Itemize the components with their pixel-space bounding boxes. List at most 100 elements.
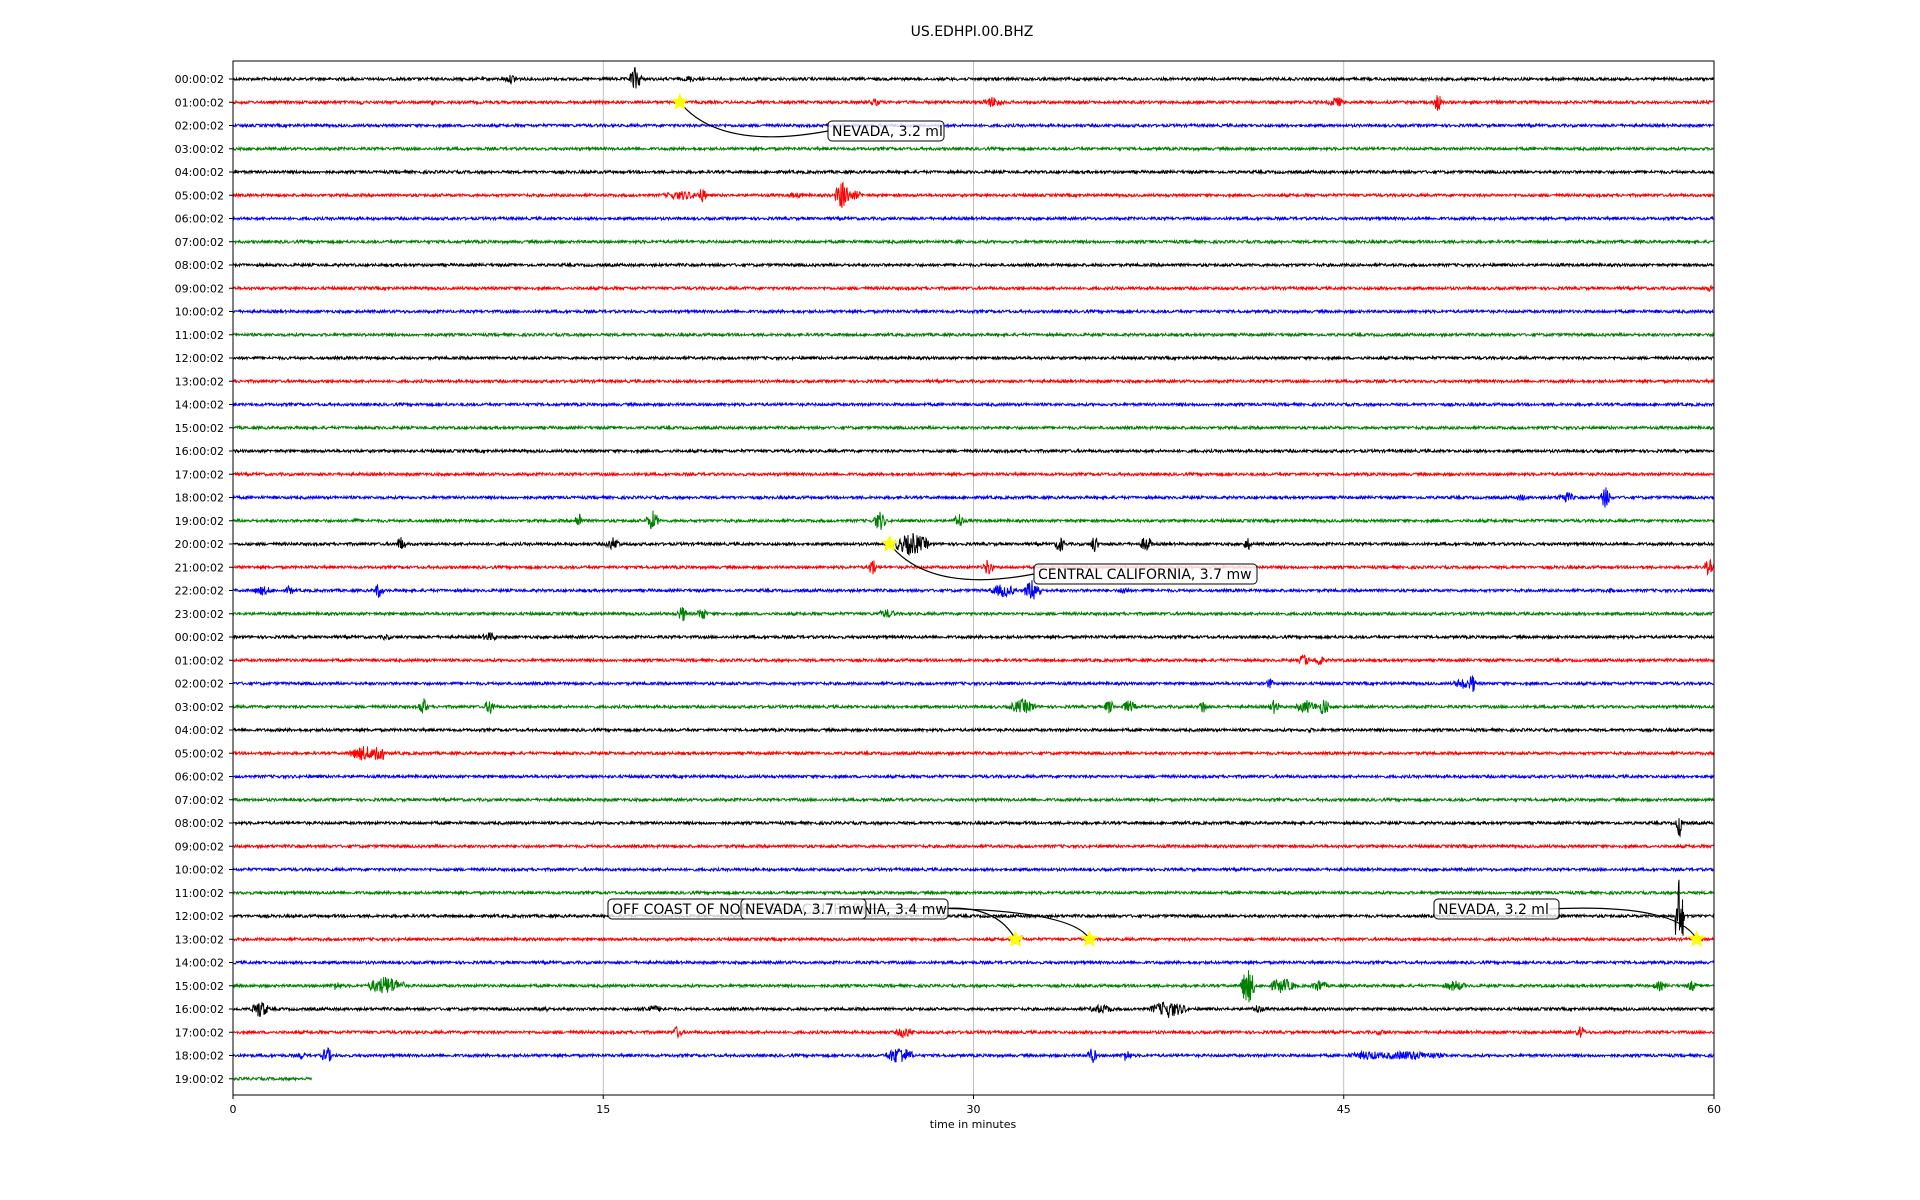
trace-row-28 bbox=[232, 726, 1715, 734]
trace-row-8 bbox=[232, 261, 1715, 269]
trace-row-35 bbox=[232, 889, 1715, 897]
trace-row-30 bbox=[232, 773, 1715, 780]
trace-row-42 bbox=[232, 1047, 1715, 1064]
row-label-37: 13:00:02 bbox=[175, 933, 224, 946]
trace-row-31 bbox=[232, 796, 1715, 804]
event-label-4: NEVADA, 3.2 ml bbox=[1438, 902, 1549, 918]
row-label-12: 12:00:02 bbox=[175, 352, 224, 365]
row-label-28: 04:00:02 bbox=[175, 724, 224, 737]
x-tick-label-1: 15 bbox=[596, 1103, 610, 1116]
row-time-labels: 00:00:02 01:00:02 02:00:02 03:00:02 04:00:02… bbox=[175, 73, 233, 1086]
event-connector-1 bbox=[889, 543, 1035, 581]
trace-row-43 bbox=[232, 1075, 312, 1083]
trace-row-27 bbox=[232, 698, 1715, 715]
event-star-2 bbox=[1006, 929, 1025, 947]
event-label-0: NEVADA, 3.2 ml bbox=[832, 124, 943, 140]
row-label-10: 10:00:02 bbox=[175, 306, 224, 319]
row-label-7: 07:00:02 bbox=[175, 236, 224, 249]
row-label-23: 23:00:02 bbox=[175, 608, 224, 621]
trace-row-25 bbox=[232, 654, 1714, 666]
row-label-14: 14:00:02 bbox=[175, 399, 224, 412]
event-label-3: NEVADA, 3.7 mw bbox=[745, 902, 863, 918]
event-star-4 bbox=[1687, 929, 1706, 947]
x-tick-label-4: 60 bbox=[1707, 1103, 1721, 1116]
event-connector-0 bbox=[679, 101, 829, 138]
row-label-41: 17:00:02 bbox=[175, 1026, 224, 1039]
trace-row-33 bbox=[232, 842, 1715, 850]
gridlines bbox=[602, 61, 1345, 1095]
trace-row-20 bbox=[232, 533, 1715, 557]
trace-row-7 bbox=[232, 238, 1715, 246]
row-label-5: 05:00:02 bbox=[175, 189, 224, 202]
event-star-3 bbox=[1080, 929, 1099, 947]
trace-row-41 bbox=[233, 1025, 1715, 1040]
trace-row-16 bbox=[232, 447, 1715, 455]
trace-row-23 bbox=[232, 607, 1715, 622]
trace-row-21 bbox=[232, 558, 1715, 576]
row-label-27: 03:00:02 bbox=[175, 701, 224, 714]
trace-row-1 bbox=[233, 95, 1715, 111]
trace-row-29 bbox=[232, 745, 1715, 761]
row-label-31: 07:00:02 bbox=[175, 794, 224, 807]
trace-row-12 bbox=[232, 354, 1715, 362]
row-label-13: 13:00:02 bbox=[175, 375, 224, 388]
seismogram-traces bbox=[232, 66, 1715, 1083]
row-label-9: 09:00:02 bbox=[175, 282, 224, 295]
row-label-17: 17:00:02 bbox=[175, 468, 224, 481]
trace-row-11 bbox=[232, 331, 1715, 339]
row-label-42: 18:00:02 bbox=[175, 1050, 224, 1063]
row-label-6: 06:00:02 bbox=[175, 213, 224, 226]
row-label-21: 21:00:02 bbox=[175, 561, 224, 574]
row-label-30: 06:00:02 bbox=[175, 771, 224, 784]
trace-row-2 bbox=[232, 122, 1715, 129]
row-label-8: 08:00:02 bbox=[175, 259, 224, 272]
row-label-18: 18:00:02 bbox=[175, 492, 224, 505]
x-axis-label: time in minutes bbox=[930, 1118, 1017, 1131]
x-tick-label-3: 45 bbox=[1337, 1103, 1351, 1116]
trace-row-37 bbox=[233, 934, 1715, 945]
row-label-19: 19:00:02 bbox=[175, 515, 224, 528]
row-label-25: 01:00:02 bbox=[175, 654, 224, 667]
trace-row-24 bbox=[232, 631, 1715, 642]
trace-row-38 bbox=[232, 959, 1715, 966]
event-star-1 bbox=[880, 534, 899, 552]
event-label-1: CENTRAL CALIFORNIA, 3.7 mw bbox=[1038, 567, 1252, 583]
chart-title: US.EDHPI.00.BHZ bbox=[911, 24, 1034, 40]
row-label-11: 11:00:02 bbox=[175, 329, 224, 342]
trace-row-5 bbox=[232, 181, 1715, 208]
trace-row-4 bbox=[232, 168, 1715, 176]
trace-row-26 bbox=[232, 675, 1715, 693]
row-label-0: 00:00:02 bbox=[175, 73, 224, 86]
row-label-22: 22:00:02 bbox=[175, 585, 224, 598]
row-label-43: 19:00:02 bbox=[175, 1073, 224, 1086]
row-label-39: 15:00:02 bbox=[175, 980, 224, 993]
event-connector-2 bbox=[937, 907, 1016, 940]
row-label-29: 05:00:02 bbox=[175, 747, 224, 760]
trace-row-19 bbox=[232, 510, 1715, 530]
row-label-20: 20:00:02 bbox=[175, 538, 224, 551]
row-label-16: 16:00:02 bbox=[175, 445, 224, 458]
event-star-0 bbox=[670, 92, 689, 110]
row-label-35: 11:00:02 bbox=[175, 887, 224, 900]
trace-row-6 bbox=[232, 215, 1715, 222]
row-label-15: 15:00:02 bbox=[175, 422, 224, 435]
event-label-box-1 bbox=[1033, 563, 1258, 585]
x-tick-label-2: 30 bbox=[967, 1103, 981, 1116]
row-label-33: 09:00:02 bbox=[175, 840, 224, 853]
trace-row-39 bbox=[232, 970, 1715, 1003]
x-axis-ticks: 0 15 30 45 60 bbox=[230, 1095, 1721, 1116]
event-label-box-4 bbox=[1433, 898, 1560, 920]
trace-row-13 bbox=[232, 377, 1715, 385]
trace-row-14 bbox=[232, 401, 1715, 408]
x-tick-label-0: 0 bbox=[230, 1103, 237, 1116]
trace-row-18 bbox=[232, 487, 1715, 508]
row-label-36: 12:00:02 bbox=[175, 910, 224, 923]
trace-row-3 bbox=[232, 145, 1715, 153]
row-label-40: 16:00:02 bbox=[175, 1003, 224, 1016]
event-connector-4 bbox=[1548, 907, 1698, 940]
row-label-26: 02:00:02 bbox=[175, 678, 224, 691]
row-label-4: 04:00:02 bbox=[175, 166, 224, 179]
trace-row-9 bbox=[232, 284, 1715, 293]
trace-row-17 bbox=[232, 470, 1715, 478]
trace-row-34 bbox=[232, 866, 1715, 873]
